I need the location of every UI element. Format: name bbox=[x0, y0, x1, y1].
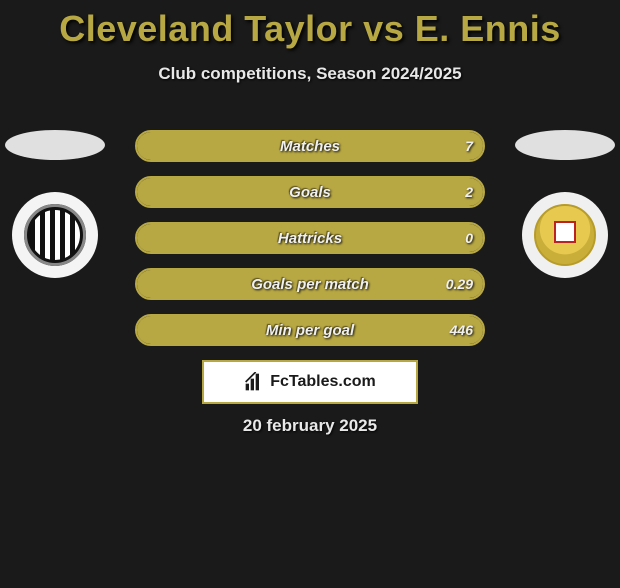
doncaster-badge-icon bbox=[534, 204, 596, 266]
club-badge-left bbox=[12, 192, 98, 278]
stat-label: Matches bbox=[137, 132, 483, 160]
club-badge-right bbox=[522, 192, 608, 278]
stats-panel: Matches7Goals2Hattricks0Goals per match0… bbox=[135, 130, 485, 360]
stat-value-right: 7 bbox=[455, 132, 483, 160]
stat-value-right: 446 bbox=[440, 316, 483, 344]
player-right-column bbox=[510, 130, 620, 278]
subtitle: Club competitions, Season 2024/2025 bbox=[0, 64, 620, 84]
stat-row: Goals per match0.29 bbox=[135, 268, 485, 300]
player-right-photo bbox=[515, 130, 615, 160]
brand-box[interactable]: FcTables.com bbox=[202, 360, 418, 404]
stat-row: Matches7 bbox=[135, 130, 485, 162]
brand-text: FcTables.com bbox=[270, 373, 376, 391]
player-left-photo bbox=[5, 130, 105, 160]
grimsby-badge-icon bbox=[24, 204, 86, 266]
stat-label: Hattricks bbox=[137, 224, 483, 252]
stat-row: Min per goal446 bbox=[135, 314, 485, 346]
bar-chart-icon bbox=[244, 372, 264, 392]
date-label: 20 february 2025 bbox=[0, 416, 620, 436]
page-title: Cleveland Taylor vs E. Ennis bbox=[0, 8, 620, 50]
stat-label: Goals bbox=[137, 178, 483, 206]
player-left-column bbox=[0, 130, 110, 278]
stat-label: Min per goal bbox=[137, 316, 483, 344]
stat-row: Goals2 bbox=[135, 176, 485, 208]
stat-value-right: 2 bbox=[455, 178, 483, 206]
stat-row: Hattricks0 bbox=[135, 222, 485, 254]
stat-value-right: 0.29 bbox=[436, 270, 483, 298]
stat-label: Goals per match bbox=[137, 270, 483, 298]
stat-value-right: 0 bbox=[455, 224, 483, 252]
